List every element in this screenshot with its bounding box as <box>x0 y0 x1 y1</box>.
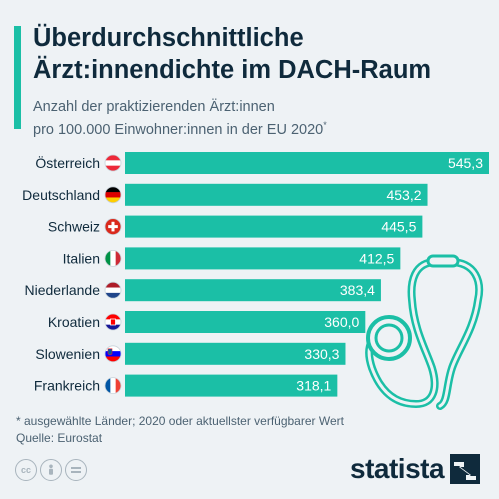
subtitle-footnote-mark: * <box>323 120 327 130</box>
value-label: 383,4 <box>340 282 375 298</box>
title-accent-bar <box>14 26 21 129</box>
bar <box>125 183 428 206</box>
value-label: 412,5 <box>359 250 394 266</box>
cc-icon[interactable]: cc <box>15 459 37 481</box>
bar-row: Italien 412,5 <box>63 247 401 270</box>
equals-icon[interactable] <box>65 459 87 481</box>
value-label: 545,3 <box>448 155 483 171</box>
title-line-2: Ärzt:innendichte im DACH-Raum <box>33 56 432 84</box>
category-label: Schweiz <box>48 219 100 235</box>
footnote-text: * ausgewählte Länder; 2020 oder aktuells… <box>16 414 344 428</box>
stethoscope-icon <box>365 254 484 410</box>
value-label: 318,1 <box>296 378 331 394</box>
flag-france-icon <box>104 377 122 395</box>
flag-germany-icon <box>104 186 122 204</box>
license-icons[interactable]: cc <box>15 459 87 481</box>
flag-netherlands-icon <box>104 281 122 299</box>
source-text: Quelle: Eurostat <box>16 431 103 445</box>
subtitle-line-2: pro 100.000 Einwohner:innen in der EU 20… <box>33 116 493 139</box>
category-label: Kroatien <box>48 314 100 330</box>
subtitle-line-2-text: pro 100.000 Einwohner:innen in der EU 20… <box>33 121 324 138</box>
chart-subtitle: Anzahl der praktizierenden Ärzt:innen pr… <box>33 98 493 139</box>
bar <box>125 311 366 333</box>
category-label: Österreich <box>35 154 100 171</box>
person-icon[interactable] <box>40 459 62 481</box>
footnote: * ausgewählte Länder; 2020 oder aktuells… <box>16 413 344 447</box>
bar <box>125 279 381 302</box>
brand-name: statista <box>350 453 445 484</box>
bar <box>125 342 346 365</box>
statista-mark-icon <box>450 454 481 484</box>
flag-italy-icon <box>104 249 122 267</box>
bar-row: Kroatien 360,0 <box>48 311 366 333</box>
bar <box>125 247 401 270</box>
bar <box>125 374 338 397</box>
category-label: Frankreich <box>34 378 100 394</box>
bar-chart: Österreich 545,3 Deutschland 453,2 Schweiz 44… <box>22 152 489 410</box>
bar <box>125 152 489 174</box>
bar-row: Schweiz 445,5 <box>48 215 423 238</box>
bar-row: Deutschland 453,2 <box>22 183 428 206</box>
bars-layer: Österreich 545,3 Deutschland 453,2 Schweiz 44… <box>22 152 489 397</box>
value-label: 453,2 <box>386 187 421 203</box>
bar <box>125 215 423 238</box>
flag-croatia-icon <box>104 313 122 331</box>
category-label: Slowenien <box>35 346 100 362</box>
bar-row: Slowenien 330,3 <box>35 342 346 365</box>
flag-slovenia-icon <box>104 345 122 363</box>
subtitle-line-1: Anzahl der praktizierenden Ärzt:innen <box>33 99 275 115</box>
chart-title: Überdurchschnittliche Ärzt:innendichte i… <box>33 22 493 86</box>
category-label: Niederlande <box>25 282 101 298</box>
flag-switzerland-icon <box>104 218 122 236</box>
flag-austria-icon <box>104 154 122 172</box>
category-label: Deutschland <box>22 187 100 203</box>
bar-row: Österreich 545,3 <box>35 152 489 174</box>
value-label: 330,3 <box>304 346 339 362</box>
bar-row: Niederlande 383,4 <box>25 279 381 302</box>
bar-row: Frankreich 318,1 <box>34 374 338 397</box>
statista-logo[interactable]: statista <box>350 453 481 485</box>
title-line-1: Überdurchschnittliche <box>33 24 304 52</box>
value-label: 360,0 <box>324 314 359 330</box>
value-label: 445,5 <box>381 219 416 235</box>
category-label: Italien <box>63 250 100 266</box>
